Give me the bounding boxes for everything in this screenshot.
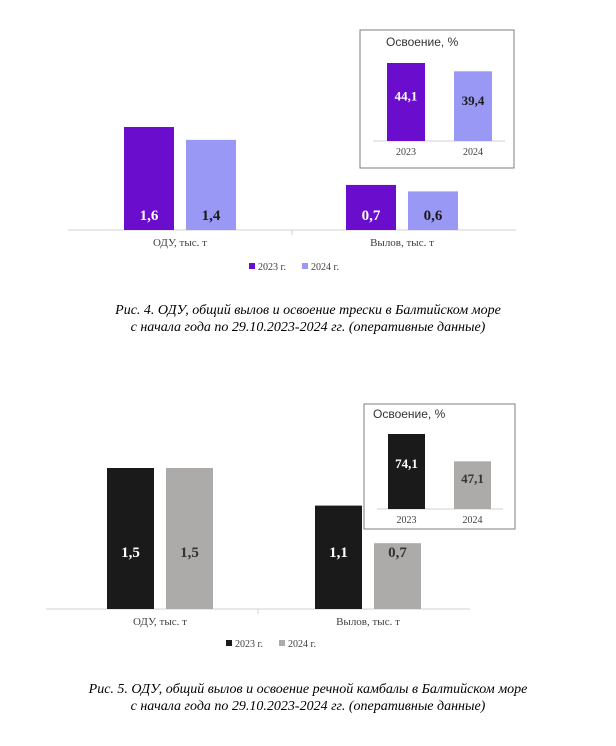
bar-2023 (315, 505, 362, 609)
bar-data-label: 1,5 (121, 545, 140, 561)
bar-2023 (107, 468, 154, 609)
legend-swatch-2023 (249, 263, 255, 269)
bar-2023 (124, 127, 174, 230)
category-tick-label: ОДУ, тыс. т (133, 616, 187, 628)
bar-2024 (408, 191, 458, 230)
bar-data-label: 0,7 (388, 545, 407, 561)
category-tick-label: Вылов, тыс. т (370, 237, 434, 249)
bar-data-label: 1,4 (202, 208, 221, 224)
inset-chart-frame (363, 403, 516, 530)
chart-flounder: 1,5 1,5 ОДУ, тыс. т 1,1 0,7 Вылов, тыс. т 2023… (46, 403, 516, 650)
caption-line-1: Рис. 5. ОДУ, общий вылов и освоение речн… (88, 682, 528, 697)
inset-bar-2023 (387, 63, 425, 141)
bar-data-label: 1,5 (180, 545, 199, 561)
figure-caption: Рис. 5. ОДУ, общий вылов и освоение речн… (0, 681, 616, 715)
inset-bar-data-label: 39,4 (462, 93, 485, 108)
bar-data-label: 0,7 (362, 208, 381, 224)
bar-2024 (186, 139, 236, 230)
inset-category-tick-label: 2023 (397, 515, 417, 526)
bar-data-label: 0,6 (424, 208, 443, 224)
legend-swatch-2023 (226, 640, 232, 646)
bar-data-label: 1,6 (140, 208, 159, 224)
legend-swatch-2024 (302, 263, 308, 269)
category-tick-label: Вылов, тыс. т (336, 616, 400, 628)
inset-category-tick-label: 2023 (396, 147, 416, 158)
figure-cod: 1,6 1,4 ОДУ, тыс. т 0,7 0,6 Вылов, тыс. т 2023… (0, 0, 616, 370)
bar-data-label: 1,1 (329, 545, 348, 561)
caption-line-2: с начала года по 29.10.2023-2024 гг. (оп… (130, 699, 486, 714)
legend-label: 2024 г. (288, 639, 316, 650)
inset-category-tick-label: 2024 (463, 147, 483, 158)
legend-label: 2024 г. (311, 262, 339, 273)
category-tick-label: ОДУ, тыс. т (153, 237, 207, 249)
figure-caption: Рис. 4. ОДУ, общий вылов и освоение трес… (0, 302, 616, 336)
figure-flounder: 1,5 1,5 ОДУ, тыс. т 1,1 0,7 Вылов, тыс. т 2023… (0, 385, 616, 746)
bar-2024 (374, 543, 421, 609)
bar-2023 (346, 184, 396, 230)
legend-label: 2023 г. (235, 639, 263, 650)
inset-bar-2023 (388, 434, 425, 509)
inset-bar-data-label: 44,1 (395, 88, 418, 103)
caption-line-2: с начала года по 29.10.2023-2024 гг. (оп… (130, 320, 486, 335)
inset-bar-data-label: 74,1 (395, 456, 418, 471)
caption-line-1: Рис. 4. ОДУ, общий вылов и освоение трес… (115, 303, 501, 318)
inset-bar-data-label: 47,1 (461, 471, 484, 486)
legend-label: 2023 г. (258, 262, 286, 273)
legend-swatch-2024 (279, 640, 285, 646)
inset-chart-title: Освоение, % (386, 35, 459, 49)
chart-cod: 1,6 1,4 ОДУ, тыс. т 0,7 0,6 Вылов, тыс. т 2023… (68, 29, 516, 273)
inset-category-tick-label: 2024 (463, 515, 483, 526)
bar-2024 (166, 468, 213, 609)
inset-bar-2024 (454, 461, 491, 509)
inset-bar-2024 (454, 71, 492, 141)
inset-chart-title: Освоение, % (373, 407, 446, 421)
